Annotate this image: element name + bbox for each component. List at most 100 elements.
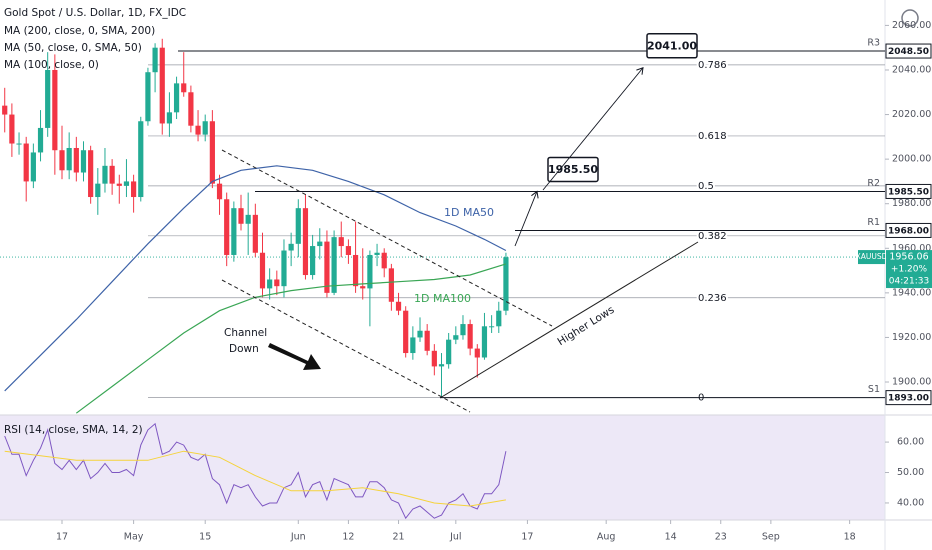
candle-body [88, 150, 94, 198]
level-label: 1968.00 [888, 226, 929, 236]
y-tick-label: 60.00 [897, 437, 924, 448]
legend-ma: MA (50, close, 0, SMA, 50) [4, 42, 142, 54]
level-name: S1 [868, 384, 880, 395]
higher-lows-label: Higher Lows [556, 304, 617, 348]
candle-body [310, 246, 316, 276]
price-change: +1.20% [891, 265, 928, 275]
level-label: 1893.00 [888, 394, 929, 404]
candle-body [216, 183, 223, 200]
x-tick-label: Jul [449, 532, 461, 543]
candle-body [116, 183, 122, 186]
candle-body [446, 339, 452, 365]
y-tick-label: 2060.00 [892, 20, 931, 31]
fib-label: 0.382 [698, 231, 727, 242]
x-tick-label: 17 [56, 532, 68, 543]
countdown: 04:21:33 [889, 277, 929, 287]
candle-body [80, 150, 87, 173]
x-tick-label: 21 [392, 532, 404, 543]
candle-body [131, 181, 137, 198]
candle-body [109, 165, 115, 184]
candle-body [453, 335, 459, 340]
fib-label: 0.618 [698, 131, 727, 142]
target-arrow [542, 67, 644, 191]
candle-body [238, 208, 244, 224]
candle-body [66, 147, 72, 171]
price-box [886, 250, 932, 289]
moving-average [4, 165, 507, 392]
candle-body [37, 127, 44, 153]
settings-icon[interactable] [901, 9, 919, 27]
rsi-legend: RSI (14, close, SMA, 14, 2) [4, 424, 143, 436]
target-arrow-head [636, 67, 644, 75]
candle-body [281, 250, 287, 287]
candle-body [474, 348, 480, 358]
channel-arrow [268, 343, 321, 370]
candle-body [2, 105, 8, 115]
candle-body [209, 121, 215, 184]
candle-body [395, 301, 402, 311]
symbol-box [858, 250, 885, 265]
level-name: R3 [867, 38, 880, 49]
ma-label: 1D MA100 [414, 292, 471, 305]
candle-body [52, 69, 58, 151]
candle-body [302, 208, 309, 276]
candle-body [345, 246, 352, 255]
candle-body [431, 350, 437, 367]
x-tick-label: Jun [290, 532, 306, 543]
candle-body [145, 72, 151, 122]
channel-upper [221, 149, 553, 327]
candle-body [231, 208, 237, 255]
candle-body [388, 268, 394, 302]
fib-label: 0.5 [698, 181, 714, 192]
candle-body [159, 47, 165, 124]
y-tick-label: 1940.00 [892, 287, 931, 298]
y-tick-label: 1960.00 [892, 243, 931, 254]
candle-body [352, 254, 359, 287]
y-tick-label: 1900.00 [892, 377, 931, 388]
candle-body [195, 125, 201, 135]
candle-body [481, 326, 488, 358]
level-label: 1985.50 [888, 187, 929, 197]
channel-lower [221, 279, 471, 413]
level-box [885, 390, 932, 406]
candle-body [367, 254, 373, 289]
x-tick-label: 23 [715, 532, 727, 543]
target-arrow [514, 191, 538, 247]
candle-body [73, 147, 79, 173]
level-box [885, 222, 932, 238]
x-tick-label: 17 [521, 532, 533, 543]
rsi-line [4, 422, 507, 520]
candle-body [181, 83, 187, 93]
candle-body [16, 143, 22, 145]
candle-body [410, 337, 416, 354]
y-tick-label: 2040.00 [892, 64, 931, 75]
level-name: R1 [867, 217, 880, 228]
target-arrow-head [531, 190, 539, 199]
channel-label: Channel [224, 327, 267, 339]
candle-body [460, 324, 466, 336]
level-box [885, 43, 932, 59]
candle-body [252, 214, 258, 253]
fib-label: 0.236 [698, 293, 727, 304]
y-tick-label: 2020.00 [892, 109, 931, 120]
rsi-ma [4, 450, 506, 507]
higher-lows-line [439, 241, 699, 399]
target-box [547, 156, 599, 183]
x-tick-label: 14 [665, 532, 677, 543]
candle-body [152, 47, 158, 73]
candle-body [245, 214, 251, 224]
legend-ma: MA (100, close, 0) [4, 59, 99, 71]
x-tick-label: 15 [199, 532, 211, 543]
ma-label: 1D MA50 [444, 206, 494, 219]
candle-body [338, 237, 344, 247]
candle-body [324, 241, 330, 293]
candle-body [9, 114, 15, 144]
candle-body [489, 326, 495, 328]
candle-body [438, 364, 445, 367]
y-tick-label: 2000.00 [892, 154, 931, 165]
candle-body [274, 279, 280, 287]
price-label: 1956.06 [889, 252, 928, 263]
candle-body [295, 208, 301, 244]
candle-body [259, 252, 266, 289]
candle-body [403, 310, 409, 354]
